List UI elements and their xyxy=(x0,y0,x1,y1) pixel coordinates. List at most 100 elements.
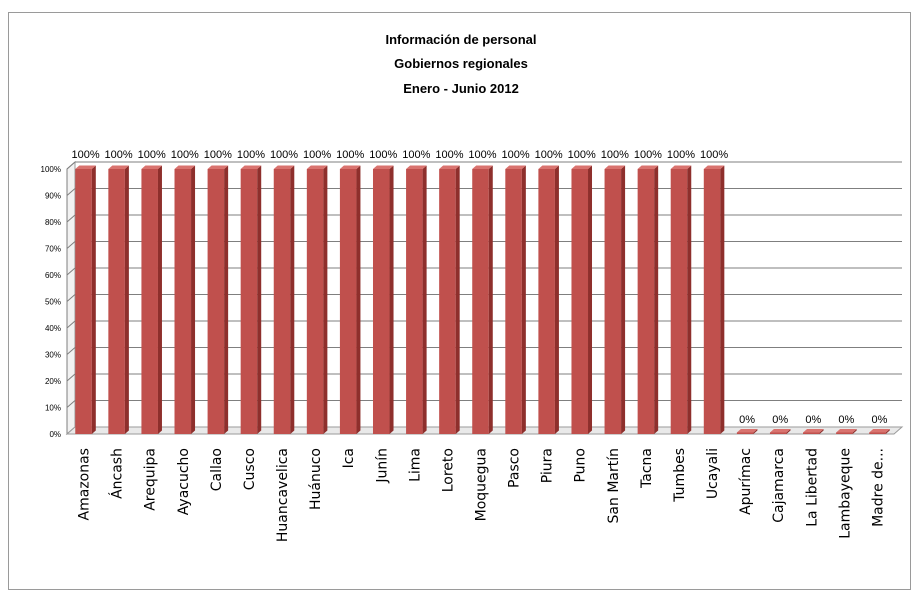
x-tick-label: Ayacucho xyxy=(176,448,192,515)
y-tick-label: 20% xyxy=(45,377,61,386)
x-tick-label: Amazonas xyxy=(77,448,93,520)
y-tick-label: 30% xyxy=(45,351,61,360)
bars xyxy=(75,165,890,434)
data-label: 0% xyxy=(838,414,854,426)
x-tick-label: Huancavelica xyxy=(275,448,291,542)
bar xyxy=(571,165,593,434)
bar-front xyxy=(604,169,622,434)
bar-front xyxy=(75,169,92,434)
chart-title-line-3: Enero - Junio 2012 xyxy=(403,81,519,96)
bar-side xyxy=(191,165,196,434)
bar-top xyxy=(472,165,493,169)
bar-side xyxy=(753,429,758,434)
x-tick-label: Ucayali xyxy=(705,448,721,499)
bar xyxy=(670,165,692,434)
gridline-depth xyxy=(66,241,76,249)
bar-top xyxy=(339,165,361,169)
data-label: 100% xyxy=(601,149,629,161)
y-tick-label: 10% xyxy=(45,404,61,413)
bar xyxy=(141,165,162,434)
x-axis-ticks: Amazonas Áncash Arequipa Ayacucho Callao Cusc… xyxy=(77,448,887,542)
bar xyxy=(803,429,824,434)
bar-side xyxy=(621,165,626,434)
bar-top xyxy=(174,165,196,169)
bar-front xyxy=(571,169,589,434)
bar-side xyxy=(124,165,129,434)
bar-side xyxy=(654,165,659,434)
bar xyxy=(273,165,295,434)
bar-front xyxy=(406,169,423,434)
y-tick-label: 60% xyxy=(45,271,61,280)
bar-front xyxy=(472,169,489,434)
data-label: 100% xyxy=(204,149,232,161)
x-tick-label: Huánuco xyxy=(308,448,324,510)
bar-top xyxy=(141,165,162,169)
bar xyxy=(108,165,129,434)
bar xyxy=(406,165,427,434)
data-label: 100% xyxy=(535,149,563,161)
bar-side xyxy=(91,165,96,434)
bar-side xyxy=(389,165,394,434)
bar-front xyxy=(703,169,721,434)
bar-top xyxy=(604,165,626,169)
bar xyxy=(339,165,361,434)
bar xyxy=(240,165,262,434)
chart-title-line-1: Información de personal xyxy=(386,32,537,47)
bar xyxy=(472,165,493,434)
bar xyxy=(736,429,758,434)
x-tick-label: Loreto xyxy=(440,448,456,492)
bar-side xyxy=(488,165,493,434)
x-tick-label: Cajamarca xyxy=(771,448,787,523)
data-label: 100% xyxy=(435,149,463,161)
x-tick-label: Junín xyxy=(374,448,390,484)
y-tick-label: 0% xyxy=(49,430,61,439)
data-label: 0% xyxy=(739,414,755,426)
data-label: 100% xyxy=(667,149,695,161)
bar xyxy=(306,165,328,434)
bar-front xyxy=(174,169,192,434)
data-label: 100% xyxy=(270,149,298,161)
bar-top xyxy=(836,429,857,433)
x-tick-label: Tumbes xyxy=(672,448,688,503)
bar-top xyxy=(571,165,593,169)
gridline-depth xyxy=(66,188,76,196)
chart-title: Información de personal Gobiernos region… xyxy=(386,32,537,96)
data-label: 0% xyxy=(805,414,821,426)
data-label: 0% xyxy=(772,414,788,426)
y-tick-label: 50% xyxy=(45,298,61,307)
gridline-depth xyxy=(66,347,76,355)
data-label: 0% xyxy=(872,414,888,426)
bar-top xyxy=(273,165,295,169)
bar-side xyxy=(521,165,526,434)
bar-front xyxy=(670,169,688,434)
x-tick-label: Moquegua xyxy=(474,448,490,521)
bar-top xyxy=(703,165,725,169)
y-tick-label: 80% xyxy=(45,218,61,227)
bar-side xyxy=(819,429,824,434)
bar-side xyxy=(157,165,162,434)
bar xyxy=(174,165,196,434)
x-tick-label: San Martín xyxy=(606,448,622,523)
y-tick-label: 90% xyxy=(45,192,61,201)
bar-side xyxy=(588,165,593,434)
bar-front xyxy=(505,169,522,434)
x-tick-label: Lima xyxy=(407,448,423,482)
data-label: 100% xyxy=(369,149,397,161)
data-label: 100% xyxy=(502,149,530,161)
bar-front xyxy=(836,432,853,434)
bar-side xyxy=(554,165,559,434)
chart-frame: Información de personal Gobiernos region… xyxy=(8,12,911,590)
gridline-depth xyxy=(66,214,76,223)
data-labels: 100% 100% 100% 100% 100% 100% 100% 100% 100% 100%… xyxy=(71,149,887,426)
bar xyxy=(869,429,890,434)
bar-front xyxy=(108,169,125,434)
data-label: 100% xyxy=(402,149,430,161)
bar-top xyxy=(670,165,692,169)
data-label: 100% xyxy=(468,149,496,161)
bar-front xyxy=(273,169,291,434)
y-tick-label: 40% xyxy=(45,324,61,333)
data-label: 100% xyxy=(568,149,596,161)
bar-front xyxy=(339,169,357,434)
bar-top xyxy=(240,165,262,169)
bar-top xyxy=(207,165,229,169)
